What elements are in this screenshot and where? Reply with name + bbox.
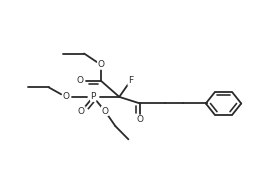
Text: P: P [91,92,96,101]
Text: F: F [128,76,133,85]
Text: O: O [77,76,84,85]
Text: O: O [78,107,85,116]
Text: O: O [97,60,105,69]
Text: O: O [137,115,144,124]
Text: O: O [62,92,69,101]
Text: O: O [101,107,108,116]
